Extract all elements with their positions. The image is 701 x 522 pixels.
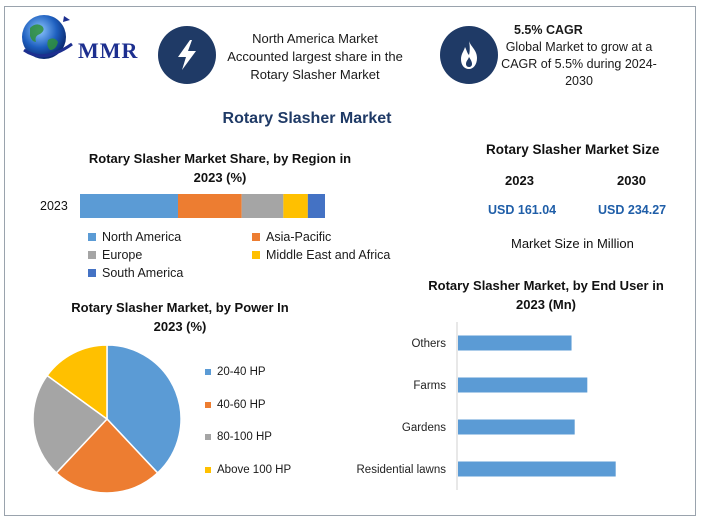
title-line: Rotary Slasher Market Share, by Region i…	[88, 151, 352, 166]
globe-icon	[22, 15, 73, 59]
callout-line: 2030	[565, 74, 593, 88]
power-legend-item: 80-100 HP	[205, 431, 272, 443]
end-user-chart-title: Rotary Slasher Market, by End User in 20…	[410, 276, 682, 314]
region-chart-title: Rotary Slasher Market Share, by Region i…	[70, 149, 370, 187]
legend-label: 20-40 HP	[217, 366, 266, 378]
legend-label: 40-60 HP	[217, 398, 266, 411]
pie-slice-2	[32, 374, 109, 475]
north-america-callout: North America Market Accounted largest s…	[220, 30, 410, 84]
region-legend-item: Europe	[88, 248, 142, 262]
region-legend-item: Asia-Pacific	[252, 230, 331, 244]
cagr-title: 5.5% CAGR	[514, 23, 583, 37]
legend-label: 80-100 HP	[217, 431, 272, 443]
legend-swatch	[205, 466, 211, 473]
end-user-bar-2	[458, 419, 575, 435]
main-title: Rotary Slasher Market	[222, 110, 392, 127]
region-stacked-bar	[80, 194, 325, 218]
end-user-bar-1	[458, 377, 588, 393]
market-size-note: Market Size in Million	[511, 236, 634, 251]
market-size-title: Rotary Slasher Market Size	[486, 142, 660, 157]
category-label: Others	[411, 338, 446, 350]
legend-swatch	[88, 269, 96, 277]
title-line: Rotary Slasher Market, by End User in	[428, 278, 664, 293]
power-pie-chart	[32, 344, 182, 494]
region-legend-item: North America	[88, 230, 181, 244]
year-2030-label: 2030	[617, 173, 646, 188]
legend-swatch	[88, 233, 96, 241]
power-legend-item: 40-60 HP	[205, 399, 266, 411]
category-label: Residential lawns	[357, 464, 447, 476]
pie-slice-3	[46, 344, 108, 421]
region-segment-2	[241, 194, 284, 218]
title-line: Rotary Slasher Market, by Power In	[71, 300, 289, 315]
legend-swatch	[205, 369, 211, 375]
end-user-bar-0	[458, 335, 572, 351]
legend-swatch	[205, 434, 211, 440]
legend-label: South America	[102, 266, 184, 280]
legend-swatch	[88, 251, 96, 259]
logo-text: MMR	[78, 38, 139, 63]
region-legend-item: Middle East and Africa	[252, 248, 390, 262]
legend-swatch	[205, 401, 211, 408]
legend-label: North America	[102, 230, 182, 244]
legend-label: Middle East and Africa	[266, 248, 391, 262]
callout-line: North America Market	[252, 31, 378, 46]
power-chart-title: Rotary Slasher Market, by Power In 2023 …	[50, 298, 310, 336]
region-category-label: 2023	[40, 199, 68, 213]
year-2023-label: 2023	[505, 173, 534, 188]
pie-slice-1	[55, 417, 159, 494]
title-line: 2023 (%)	[193, 170, 247, 185]
callout-line: Accounted largest share in the	[227, 49, 403, 64]
callout-line: CAGR of 5.5% during 2024-	[501, 57, 657, 71]
power-legend-item: Above 100 HP	[205, 464, 291, 476]
mmr-logo: MMR	[14, 10, 144, 70]
category-label: Gardens	[402, 422, 446, 434]
region-segment-0	[80, 194, 178, 218]
legend-label: Europe	[102, 248, 143, 262]
legend-label: Asia-Pacific	[266, 230, 332, 244]
flame-icon	[440, 26, 498, 84]
end-user-bar-chart: Others Farms Gardens Residential lawns	[357, 322, 616, 490]
callout-line: Rotary Slasher Market	[250, 67, 380, 82]
lightning-icon	[158, 26, 216, 84]
value-2023: USD 161.04	[488, 203, 557, 217]
legend-label: Above 100 HP	[217, 463, 292, 476]
region-segment-1	[178, 194, 242, 218]
region-legend-item: South America	[88, 266, 183, 280]
legend-swatch	[252, 251, 260, 259]
title-line: 2023 (Mn)	[516, 297, 576, 312]
callout-line: Global Market to grow at a	[505, 40, 653, 54]
pie-slice-0	[106, 344, 182, 475]
region-segment-4	[307, 194, 325, 218]
title-line: 2023 (%)	[153, 319, 207, 334]
end-user-bar-3	[458, 461, 616, 477]
power-legend-item: 20-40 HP	[205, 366, 266, 378]
cagr-callout: 5.5% CAGR Global Market to grow at a CAG…	[500, 22, 658, 90]
region-segment-3	[283, 194, 308, 218]
value-2030: USD 234.27	[598, 203, 667, 217]
legend-swatch	[252, 233, 260, 241]
category-label: Farms	[413, 380, 446, 392]
